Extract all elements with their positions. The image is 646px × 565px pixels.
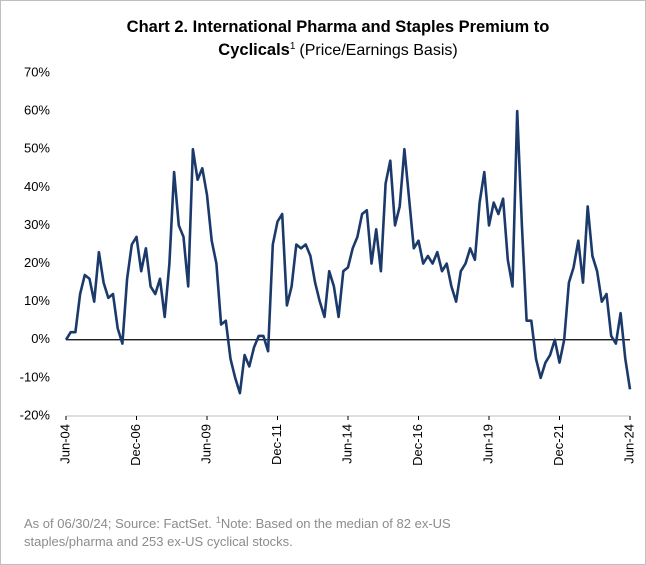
x-tick-label: Dec-16 xyxy=(410,424,425,466)
chart-title-line2: Cyclicals1 (Price/Earnings Basis) xyxy=(218,41,457,59)
y-tick-label: -10% xyxy=(20,369,51,384)
y-tick-label: -20% xyxy=(20,407,51,422)
x-tick-label: Jun-09 xyxy=(198,424,213,464)
title-superscript: 1 xyxy=(290,41,296,52)
y-tick-label: 10% xyxy=(24,293,50,308)
footnote: As of 06/30/24; Source: FactSet. 1Note: B… xyxy=(24,515,451,531)
x-tick-label: Jun-14 xyxy=(339,424,354,464)
footnote-b: Note: Based on the median of 82 ex-US xyxy=(221,516,451,531)
chart-title: Chart 2. International Pharma and Staple… xyxy=(127,18,550,36)
y-tick-label: 0% xyxy=(31,331,50,346)
y-tick-label: 50% xyxy=(24,141,50,156)
y-tick-label: 30% xyxy=(24,217,50,232)
footnote-a: As of 06/30/24; Source: FactSet. xyxy=(24,516,212,531)
x-tick-label: Dec-21 xyxy=(551,424,566,466)
footnote-superscript: 1 xyxy=(216,515,221,525)
title-rest: (Price/Earnings Basis) xyxy=(299,42,457,59)
x-tick-label: Dec-11 xyxy=(269,424,284,465)
x-tick-label: Jun-24 xyxy=(621,424,636,464)
x-tick-label: Jun-19 xyxy=(480,424,495,464)
x-tick-label: Jun-04 xyxy=(57,424,72,464)
series-line xyxy=(64,109,632,395)
y-tick-label: 70% xyxy=(24,64,50,79)
y-tick-label: 20% xyxy=(24,255,50,270)
x-tick-label: Dec-06 xyxy=(128,424,143,466)
y-tick-label: 60% xyxy=(24,103,50,118)
y-tick-label: 40% xyxy=(24,179,50,194)
footnote-line2: staples/pharma and 253 ex-US cyclical st… xyxy=(24,534,293,549)
title-bold: Cyclicals xyxy=(218,41,290,59)
